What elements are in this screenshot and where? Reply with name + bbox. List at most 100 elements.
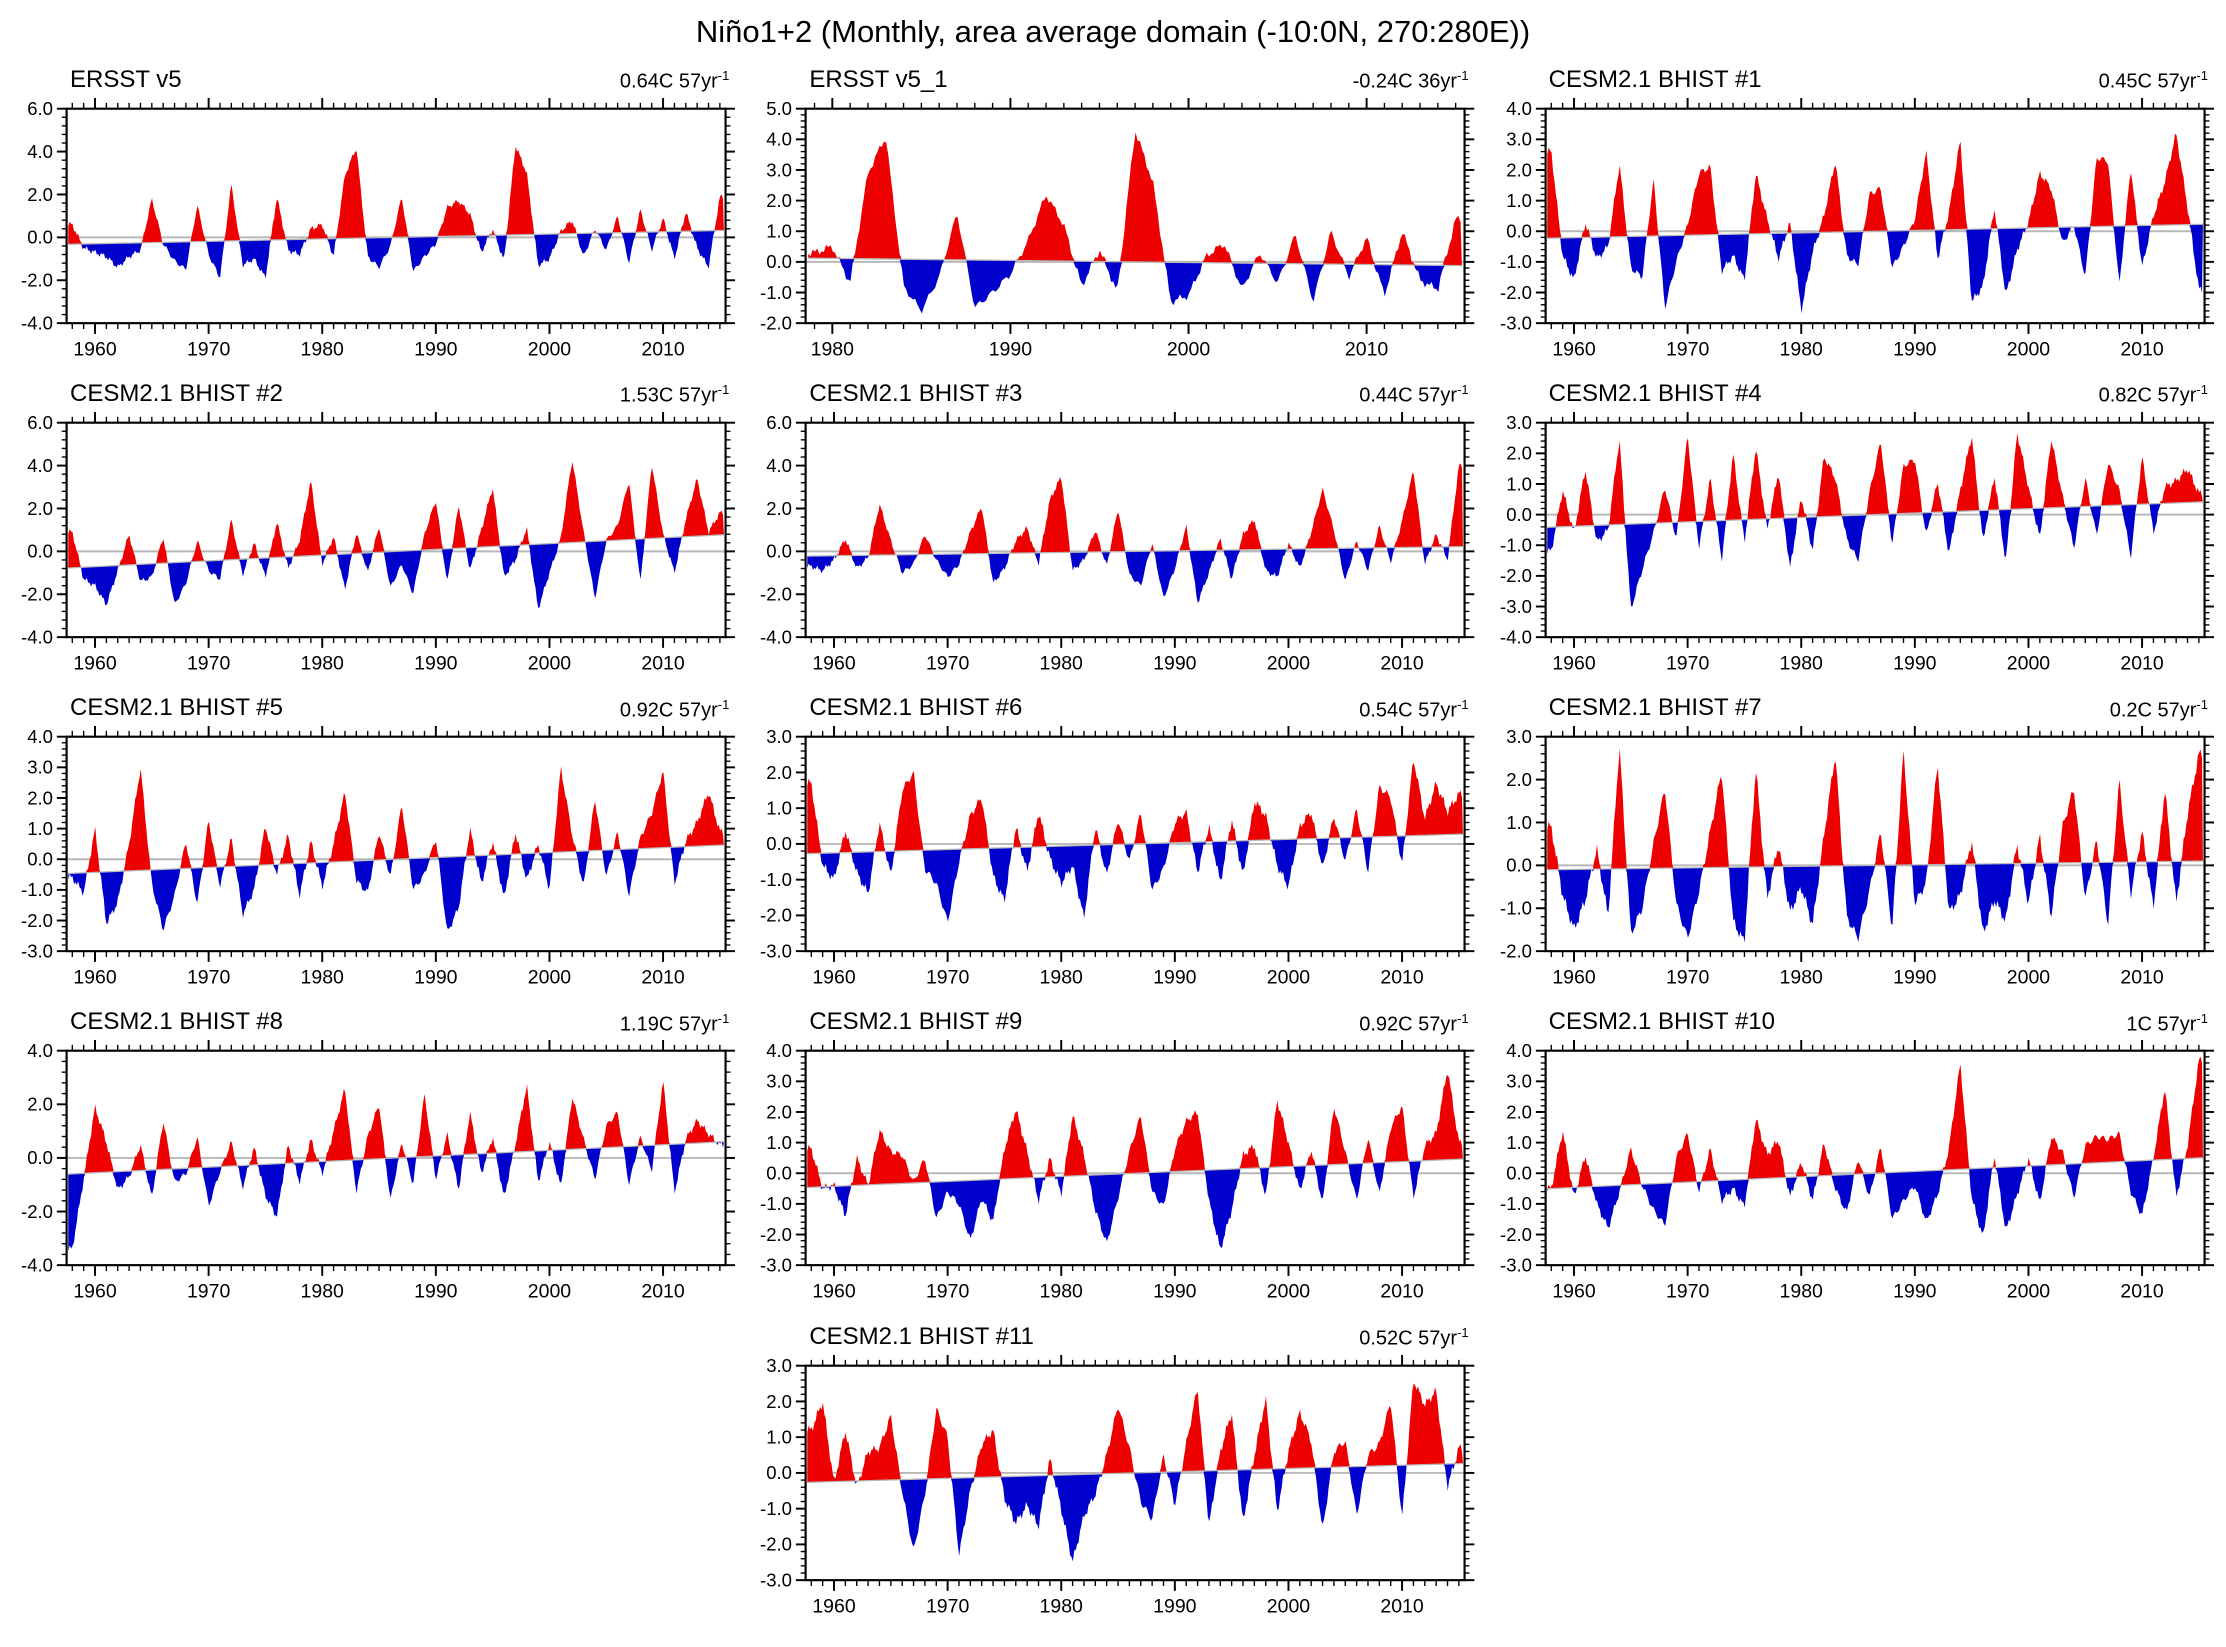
panel-title: CESM2.1 BHIST #5	[70, 694, 283, 722]
svg-text:-3.0: -3.0	[760, 1569, 792, 1590]
anomaly-plot: 1960 1970 1980 1990 2000 2010 -4.0 -2.0 0.0 2.0 4.…	[21, 1040, 736, 1303]
panel-cesm21-bhist-11: CESM2.1 BHIST #11 0.52C 57yr-1 1960 1970 1…	[751, 1317, 1475, 1619]
svg-text:3.0: 3.0	[767, 726, 793, 747]
svg-text:3.0: 3.0	[767, 1071, 793, 1092]
svg-text:-2.0: -2.0	[760, 312, 792, 333]
svg-text:2000: 2000	[1267, 1281, 1311, 1303]
panel-cesm21-bhist-1: CESM2.1 BHIST #1 0.45C 57yr-1 1960 1970 19…	[1491, 60, 2214, 362]
panel-trend: 0.52C 57yr-1	[1359, 1324, 1469, 1350]
svg-text:2010: 2010	[1381, 652, 1425, 674]
svg-text:0.0: 0.0	[1506, 1163, 1532, 1184]
svg-text:4.0: 4.0	[1506, 1040, 1532, 1061]
panel-trend: 0.45C 57yr-1	[2098, 68, 2208, 93]
svg-text:1980: 1980	[1040, 1281, 1084, 1303]
panel-trend: 0.2C 57yr-1	[2109, 696, 2208, 722]
svg-text:1960: 1960	[1552, 338, 1596, 360]
svg-text:1980: 1980	[1040, 1595, 1084, 1617]
svg-text:-4.0: -4.0	[760, 627, 792, 648]
svg-text:0.0: 0.0	[1506, 855, 1532, 876]
panel-cesm21-bhist-7: CESM2.1 BHIST #7 0.2C 57yr-1 1960 1970 198…	[1491, 688, 2214, 990]
svg-text:-1.0: -1.0	[1500, 1194, 1532, 1215]
svg-text:1970: 1970	[187, 652, 231, 674]
svg-text:3.0: 3.0	[1506, 412, 1532, 433]
svg-text:1990: 1990	[1153, 1595, 1197, 1617]
svg-text:-3.0: -3.0	[1500, 596, 1532, 617]
svg-text:1970: 1970	[1666, 652, 1710, 674]
svg-text:1980: 1980	[1779, 967, 1823, 989]
panel-title: CESM2.1 BHIST #6	[809, 694, 1023, 722]
svg-text:-2.0: -2.0	[760, 1533, 792, 1554]
svg-text:1970: 1970	[1666, 338, 1710, 360]
svg-text:1990: 1990	[1893, 652, 1937, 674]
panel-grid: ERSST v5 0.64C 57yr-1 1960 1970 1980 1990 20…	[0, 60, 2226, 1629]
svg-text:1970: 1970	[926, 967, 970, 989]
svg-text:-2.0: -2.0	[760, 905, 792, 926]
svg-text:-2.0: -2.0	[21, 584, 53, 605]
panel-trend: 1.19C 57yr-1	[619, 1010, 730, 1036]
svg-text:-3.0: -3.0	[1500, 312, 1532, 333]
svg-text:1.0: 1.0	[1506, 473, 1532, 494]
panel-trend: 0.92C 57yr-1	[1359, 1010, 1469, 1036]
panel-title: CESM2.1 BHIST #9	[809, 1008, 1023, 1036]
svg-text:1.0: 1.0	[767, 221, 793, 242]
svg-text:-1.0: -1.0	[21, 879, 53, 900]
svg-text:3.0: 3.0	[767, 159, 793, 180]
svg-text:1980: 1980	[301, 338, 345, 360]
svg-text:0.0: 0.0	[767, 251, 793, 272]
anomaly-plot: 1960 1970 1980 1990 2000 2010 -4.0 -3.0 -2.0 -1.0…	[1500, 412, 2214, 674]
svg-text:1990: 1990	[1153, 652, 1197, 674]
panel-title: CESM2.1 BHIST #3	[809, 380, 1023, 408]
svg-text:3.0: 3.0	[767, 1355, 793, 1376]
svg-text:0.0: 0.0	[27, 227, 53, 248]
svg-text:1960: 1960	[73, 652, 117, 674]
svg-text:1960: 1960	[73, 967, 117, 989]
panel-ersst-v5: ERSST v5 0.64C 57yr-1 1960 1970 1980 1990 20…	[12, 60, 736, 362]
anomaly-plot: 1960 1970 1980 1990 2000 2010 -2.0 -1.0 0.0 1.0 2.…	[1500, 726, 2214, 989]
anomaly-plot: 1960 1970 1980 1990 2000 2010 -3.0 -2.0 -1.0 0.0 1…	[760, 1354, 1475, 1617]
svg-text:1970: 1970	[926, 1595, 970, 1617]
panel-ersst-v5-1: ERSST v5_1 -0.24C 36yr-1 1980 1990 2000 201…	[751, 60, 1475, 362]
svg-text:2000: 2000	[2006, 1281, 2050, 1303]
panel-cesm21-bhist-2: CESM2.1 BHIST #2 1.53C 57yr-1 1960 1970 19…	[12, 374, 736, 676]
svg-text:2000: 2000	[1267, 967, 1311, 989]
svg-text:-2.0: -2.0	[21, 910, 53, 931]
svg-text:1970: 1970	[1666, 967, 1710, 989]
svg-text:-3.0: -3.0	[1500, 1255, 1532, 1276]
anomaly-plot: 1960 1970 1980 1990 2000 2010 -3.0 -2.0 -1.0 0.0 1…	[760, 726, 1475, 989]
svg-text:3.0: 3.0	[27, 757, 53, 778]
svg-text:2.0: 2.0	[1506, 1102, 1532, 1123]
svg-text:2.0: 2.0	[767, 190, 793, 211]
svg-text:2000: 2000	[2006, 652, 2050, 674]
svg-text:1960: 1960	[73, 1281, 117, 1303]
svg-text:-1.0: -1.0	[1500, 898, 1532, 919]
svg-text:4.0: 4.0	[767, 1040, 793, 1061]
svg-text:1960: 1960	[1552, 1281, 1596, 1303]
svg-text:2010: 2010	[641, 1281, 685, 1303]
svg-text:1980: 1980	[1779, 1281, 1823, 1303]
svg-text:1990: 1990	[1893, 967, 1937, 989]
svg-text:4.0: 4.0	[27, 455, 53, 476]
svg-text:4.0: 4.0	[1506, 98, 1532, 119]
svg-text:-1.0: -1.0	[760, 1194, 792, 1215]
panel-cesm21-bhist-6: CESM2.1 BHIST #6 0.54C 57yr-1 1960 1970 19…	[751, 688, 1475, 990]
svg-text:2.0: 2.0	[27, 1094, 53, 1115]
panel-title: CESM2.1 BHIST #4	[1548, 380, 1762, 408]
svg-text:-1.0: -1.0	[1500, 535, 1532, 556]
svg-text:-4.0: -4.0	[21, 312, 53, 333]
figure-title: Niño1+2 (Monthly, area average domain (-…	[695, 14, 1531, 49]
svg-text:2.0: 2.0	[767, 498, 793, 519]
panel-trend: 0.54C 57yr-1	[1359, 696, 1469, 722]
svg-text:0.0: 0.0	[767, 1462, 793, 1483]
svg-text:1980: 1980	[1779, 338, 1823, 360]
svg-text:2.0: 2.0	[27, 184, 53, 205]
svg-text:2.0: 2.0	[1506, 159, 1532, 180]
svg-text:1980: 1980	[301, 652, 345, 674]
svg-text:1990: 1990	[414, 1281, 458, 1303]
svg-text:-1.0: -1.0	[1500, 251, 1532, 272]
svg-text:2010: 2010	[641, 967, 685, 989]
svg-text:1.0: 1.0	[767, 1426, 793, 1447]
svg-text:2.0: 2.0	[27, 788, 53, 809]
svg-text:1990: 1990	[414, 652, 458, 674]
svg-text:2000: 2000	[528, 1281, 572, 1303]
